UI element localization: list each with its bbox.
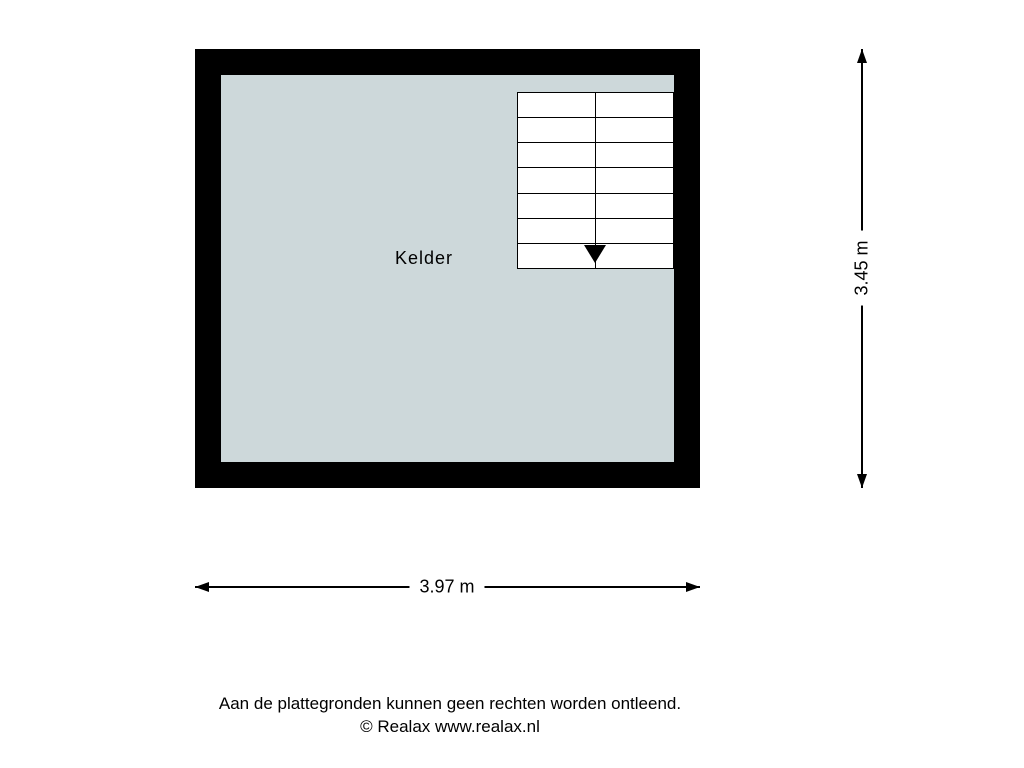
dimension-label-width: 3.97 m (409, 577, 484, 598)
dimension-arrow-right-icon (686, 582, 700, 592)
dimension-arrow-down-icon (857, 474, 867, 488)
disclaimer-text: Aan de plattegronden kunnen geen rechten… (219, 694, 681, 713)
floorplan-canvas: Kelder 3.97 m 3.45 m Aan de plattegronde… (0, 0, 1024, 768)
copyright-text: © Realax www.realax.nl (360, 717, 540, 736)
dimension-label-height: 3.45 m (852, 230, 873, 305)
footer-text: Aan de plattegronden kunnen geen rechten… (100, 693, 800, 739)
stairs-direction-arrow-icon (584, 245, 606, 263)
dimension-arrow-up-icon (857, 49, 867, 63)
stairs (517, 92, 674, 269)
room-label: Kelder (395, 248, 453, 269)
dimension-arrow-left-icon (195, 582, 209, 592)
